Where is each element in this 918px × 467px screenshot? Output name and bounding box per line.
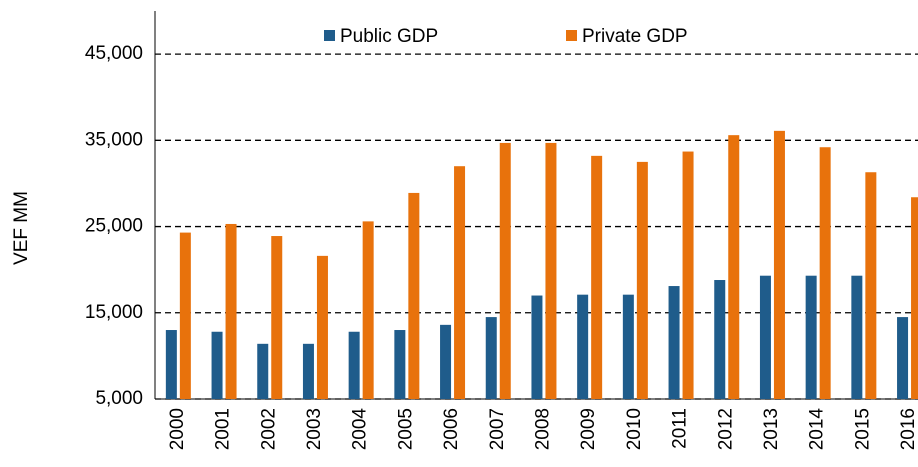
x-tick-label: 2008: [532, 408, 553, 450]
bar: [897, 317, 909, 399]
bar: [636, 161, 648, 399]
bar: [531, 295, 543, 399]
bar: [348, 331, 360, 399]
x-tick-label: 2016: [898, 408, 918, 450]
bar: [257, 343, 269, 399]
y-tick-label: 15,000: [85, 302, 143, 323]
y-tick-label: 5,000: [95, 388, 143, 409]
x-tick-label: 2003: [304, 408, 325, 450]
bar: [485, 317, 497, 399]
legend-label: Public GDP: [340, 26, 438, 47]
bar: [271, 236, 283, 399]
bar: [682, 151, 694, 399]
y-axis-label: VEF MM: [11, 191, 32, 265]
bar: [408, 192, 420, 399]
x-tick-label: 2007: [487, 408, 508, 450]
bar: [851, 275, 863, 399]
x-tick-label: 2015: [852, 408, 873, 450]
x-tick-label: 2004: [350, 408, 371, 451]
bar: [362, 221, 374, 399]
legend-label: Private GDP: [582, 26, 688, 47]
bar: [454, 166, 466, 399]
x-tick-label: 2012: [715, 408, 736, 450]
x-tick-label: 2000: [167, 408, 188, 450]
x-tick-label: 2011: [670, 408, 691, 449]
bar: [225, 223, 237, 399]
y-tick-label: 35,000: [85, 129, 143, 150]
bar: [179, 232, 191, 399]
bar: [440, 324, 452, 399]
x-tick-label: 2014: [807, 408, 828, 451]
x-tick-label: 2005: [395, 408, 416, 450]
x-tick-label: 2010: [624, 408, 645, 450]
bar: [728, 135, 740, 399]
bar: [499, 142, 511, 400]
bar: [545, 142, 557, 400]
x-tick-label: 2002: [258, 408, 279, 450]
bar: [211, 331, 223, 399]
bar: [759, 275, 771, 399]
bar: [668, 286, 680, 399]
bar: [302, 343, 314, 399]
bar: [773, 130, 785, 400]
x-tick-label: 2001: [213, 408, 234, 450]
bar: [911, 197, 918, 399]
y-tick-label: 25,000: [85, 216, 143, 237]
x-tick-label: 2009: [578, 408, 599, 450]
x-tick-label: 2013: [761, 408, 782, 450]
bar: [577, 294, 589, 399]
bar: [819, 147, 831, 399]
bar: [591, 155, 603, 399]
x-tick-label: 2006: [441, 408, 462, 450]
bar: [394, 330, 406, 399]
bar: [165, 330, 177, 399]
bar: [316, 255, 328, 399]
bar: [714, 280, 726, 399]
bar: [865, 172, 877, 399]
y-tick-label: 45,000: [85, 43, 143, 64]
legend-swatch: [324, 30, 335, 41]
legend-swatch: [566, 30, 577, 41]
bar: [622, 294, 634, 399]
bar: [805, 275, 817, 399]
